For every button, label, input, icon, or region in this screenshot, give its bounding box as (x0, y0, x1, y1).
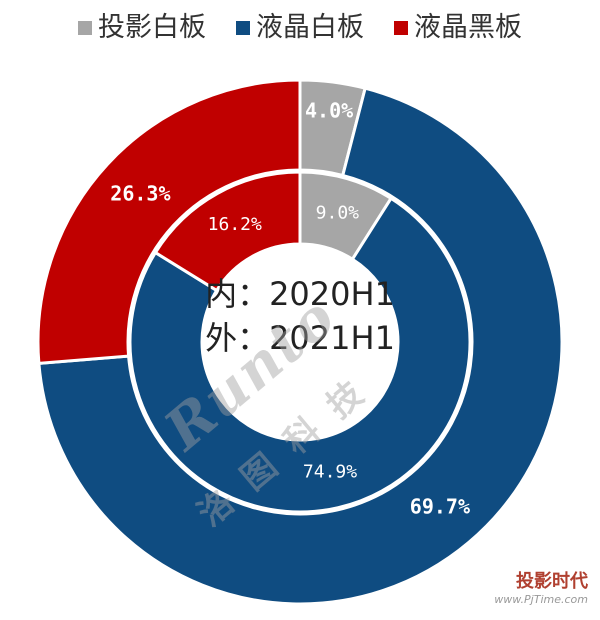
corner-logo-url: www.PjTime.com (494, 593, 588, 606)
legend-item-lcd-whiteboard: 液晶白板 (236, 10, 364, 46)
legend-label-lcd-blackboard: 液晶黑板 (414, 12, 522, 43)
outer-ring-label-projection-whiteboard: 4.0% (305, 98, 353, 122)
center-label-inner: 内：2020H1 (205, 275, 395, 313)
corner-logo-name: 投影时代 (516, 571, 588, 592)
center-period-label: 内：2020H1 外：2021H1 (200, 272, 400, 360)
legend-label-lcd-whiteboard: 液晶白板 (256, 12, 364, 43)
legend-swatch-lcd-blackboard (394, 21, 408, 35)
legend-label-projection-whiteboard: 投影白板 (98, 12, 206, 43)
outer-ring-label-lcd-blackboard: 26.3% (110, 181, 170, 205)
inner-ring-slice-lcd-blackboard (153, 170, 302, 293)
legend-item-projection-whiteboard: 投影白板 (78, 10, 206, 46)
inner-ring-label-projection-whiteboard: 9.0% (316, 202, 360, 223)
outer-ring-label-lcd-whiteboard: 69.7% (410, 494, 470, 518)
outer-ring-slice-lcd-blackboard (36, 78, 302, 365)
corner-logo: 投影时代 www.PjTime.com (494, 567, 588, 606)
center-label-outer: 外：2021H1 (205, 319, 395, 357)
legend-swatch-projection-whiteboard (78, 21, 92, 35)
legend-item-lcd-blackboard: 液晶黑板 (394, 10, 522, 46)
inner-ring-slice-lcd-whiteboard (128, 196, 472, 514)
legend-swatch-lcd-whiteboard (236, 21, 250, 35)
inner-ring-label-lcd-blackboard: 16.2% (208, 214, 262, 235)
chart-legend: 投影白板 液晶白板 液晶黑板 (0, 10, 600, 46)
outer-ring-slice-lcd-whiteboard (37, 86, 564, 606)
inner-ring-label-lcd-whiteboard: 74.9% (303, 462, 357, 483)
